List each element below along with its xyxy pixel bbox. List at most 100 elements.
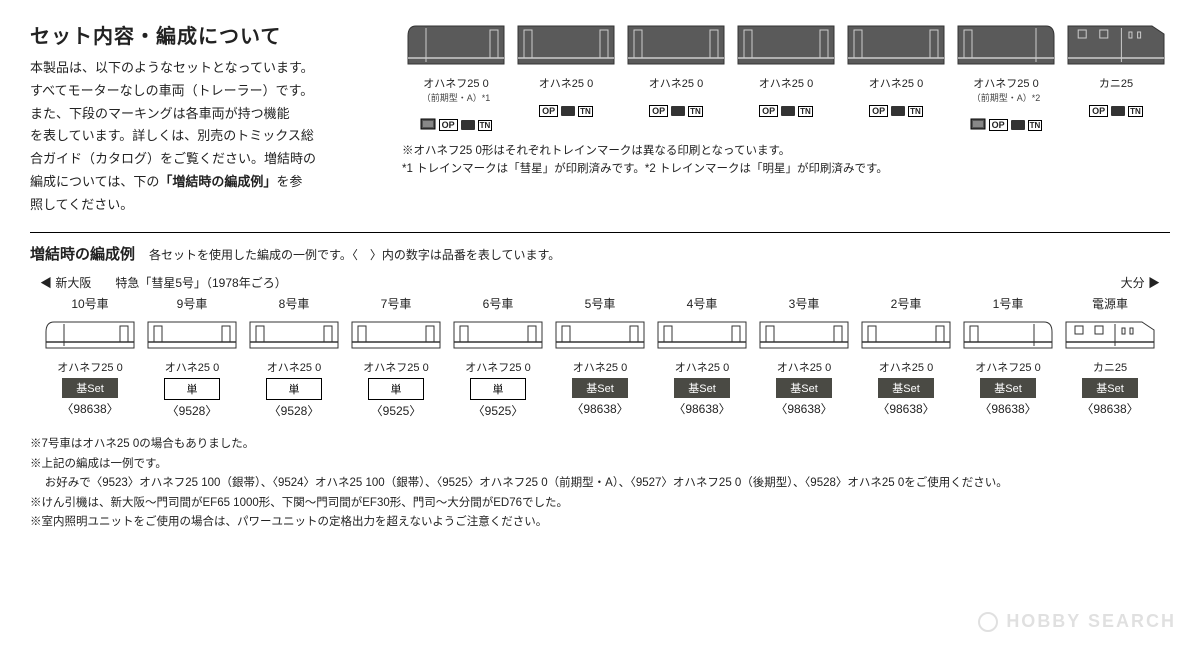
main-heading: セット内容・編成について <box>30 20 382 49</box>
feature-row: OP TN <box>1062 105 1170 117</box>
formation-car-cell: 9号車 オハネ25 0 単 〈9528〉 <box>142 295 242 419</box>
formation-label: オハネフ25 0 <box>958 359 1058 375</box>
right-note2: *1 トレインマークは「彗星」が印刷済みです。*2 トレインマークは「明星」が印… <box>402 160 1170 178</box>
right-note1: ※オハネフ25 0形はそれぞれトレインマークは異なる印刷となっています。 <box>402 142 1170 160</box>
set-badge: 基Set <box>674 378 730 398</box>
formation-label: オハネフ25 0 <box>448 359 548 375</box>
car-illustration <box>40 316 140 357</box>
formation-car-cell: 6号車 オハネフ25 0 単 〈9525〉 <box>448 295 548 419</box>
interior-icon <box>891 106 905 116</box>
set-cars-block: オハネフ25 0 （前期型・A）*1 OP TN オハネ25 0 OP TN <box>402 20 1170 216</box>
car-illustration <box>402 20 510 73</box>
formation-car-cell: 2号車 オハネ25 0 基Set 〈98638〉 <box>856 295 956 419</box>
op-icon: OP <box>759 105 778 117</box>
set-badge: 基Set <box>572 378 628 398</box>
car-number: 3号車 <box>754 295 854 312</box>
formation-sub: 各セットを使用した編成の一例です。〈 〉内の数字は品番を表しています。 <box>149 246 560 263</box>
car-number: 5号車 <box>550 295 650 312</box>
direction-row: ◀ 新大阪 特急「彗星5号」（1978年ごろ） 大分 ▶ <box>30 274 1170 291</box>
bnote4: ※けん引機は、新大阪～門司間がEF65 1000形、下関～門司間がEF30形、門… <box>30 494 1170 514</box>
car-label: オハネフ25 0 <box>402 75 510 91</box>
feature-row: OP TN <box>842 105 950 117</box>
product-number: 〈9528〉 <box>142 402 242 419</box>
car-illustration <box>952 20 1060 73</box>
product-number: 〈98638〉 <box>754 400 854 417</box>
formation-car-cell: 3号車 オハネ25 0 基Set 〈98638〉 <box>754 295 854 419</box>
formation-label: オハネフ25 0 <box>40 359 140 375</box>
car-number: 1号車 <box>958 295 1058 312</box>
car-illustration <box>842 20 950 73</box>
intro-l4: を表しています。詳しくは、別売のトミックス総 <box>30 128 314 143</box>
car-illustration <box>1062 20 1170 73</box>
set-badge: 基Set <box>878 378 934 398</box>
formation-row: 10号車 オハネフ25 0 基Set 〈98638〉 9号車 オハネ25 0 単… <box>30 295 1170 419</box>
product-number: 〈98638〉 <box>550 400 650 417</box>
op-icon: OP <box>439 119 458 131</box>
car-illustration <box>856 316 956 357</box>
set-car-cell: オハネ25 0 OP TN <box>512 20 620 132</box>
car-illustration <box>448 316 548 357</box>
set-car-row: オハネフ25 0 （前期型・A）*1 OP TN オハネ25 0 OP TN <box>402 20 1170 132</box>
bnote1: ※7号車はオハネ25 0の場合もありました。 <box>30 435 1170 455</box>
formation-label: オハネ25 0 <box>652 359 752 375</box>
op-icon: OP <box>649 105 668 117</box>
intro-l6c: を参 <box>276 174 302 189</box>
formation-title: 増結時の編成例 <box>30 243 135 264</box>
formation-label: カニ25 <box>1060 359 1160 375</box>
car-sublabel: （前期型・A）*2 <box>952 91 1060 104</box>
intro-l7: 照してください。 <box>30 197 133 212</box>
set-car-cell: オハネ25 0 OP TN <box>842 20 950 132</box>
product-number: 〈98638〉 <box>958 400 1058 417</box>
watermark: HOBBY SEARCH <box>978 611 1176 632</box>
tn-icon: TN <box>908 106 923 117</box>
set-badge: 基Set <box>776 378 832 398</box>
product-number: 〈98638〉 <box>1060 400 1160 417</box>
op-icon: OP <box>1089 105 1108 117</box>
car-illustration <box>244 316 344 357</box>
car-illustration <box>732 20 840 73</box>
feature-row: OP TN <box>732 105 840 117</box>
feature-row: OP TN <box>622 105 730 117</box>
watermark-text: HOBBY SEARCH <box>1006 611 1176 632</box>
intro-l5: 合ガイド（カタログ）をご覧ください。増結時の <box>30 151 316 166</box>
set-badge: 基Set <box>980 378 1036 398</box>
car-illustration <box>550 316 650 357</box>
car-label: カニ25 <box>1062 75 1170 91</box>
feature-row: OP TN <box>512 105 620 117</box>
dir-right: 大分 ▶ <box>1121 274 1160 291</box>
set-badge: 単 <box>266 378 322 400</box>
tn-icon: TN <box>688 106 703 117</box>
formation-label: オハネ25 0 <box>550 359 650 375</box>
car-number: 電源車 <box>1060 295 1160 312</box>
op-icon: OP <box>869 105 888 117</box>
product-number: 〈98638〉 <box>40 400 140 417</box>
set-car-cell: オハネフ25 0 （前期型・A）*1 OP TN <box>402 20 510 132</box>
product-number: 〈9525〉 <box>346 402 446 419</box>
car-label: オハネ25 0 <box>622 75 730 91</box>
intro-l3: また、下段のマーキングは各車両が持つ機能 <box>30 106 290 121</box>
car-illustration <box>346 316 446 357</box>
tn-icon: TN <box>1128 106 1143 117</box>
formation-label: オハネフ25 0 <box>346 359 446 375</box>
feature-row: OP TN <box>402 118 510 132</box>
tn-icon: TN <box>578 106 593 117</box>
set-badge: 基Set <box>1082 378 1138 398</box>
car-number: 4号車 <box>652 295 752 312</box>
car-illustration <box>652 316 752 357</box>
formation-car-cell: 4号車 オハネ25 0 基Set 〈98638〉 <box>652 295 752 419</box>
car-label: オハネ25 0 <box>512 75 620 91</box>
set-badge: 単 <box>470 378 526 400</box>
intro-l6b: 「増結時の編成例」 <box>159 174 276 189</box>
product-number: 〈98638〉 <box>856 400 956 417</box>
car-label: オハネフ25 0 <box>952 75 1060 91</box>
car-illustration <box>142 316 242 357</box>
set-badge: 基Set <box>62 378 118 398</box>
bnote2: ※上記の編成は一例です。 <box>30 455 1170 475</box>
intro-l2: すべてモーターなしの車両（トレーラー）です。 <box>30 83 313 98</box>
product-number: 〈9525〉 <box>448 402 548 419</box>
set-car-cell: オハネ25 0 OP TN <box>622 20 730 132</box>
interior-icon <box>781 106 795 116</box>
formation-label: オハネ25 0 <box>142 359 242 375</box>
bottom-notes: ※7号車はオハネ25 0の場合もありました。 ※上記の編成は一例です。 お好みで… <box>30 435 1170 533</box>
trainmark-icon <box>420 118 436 132</box>
